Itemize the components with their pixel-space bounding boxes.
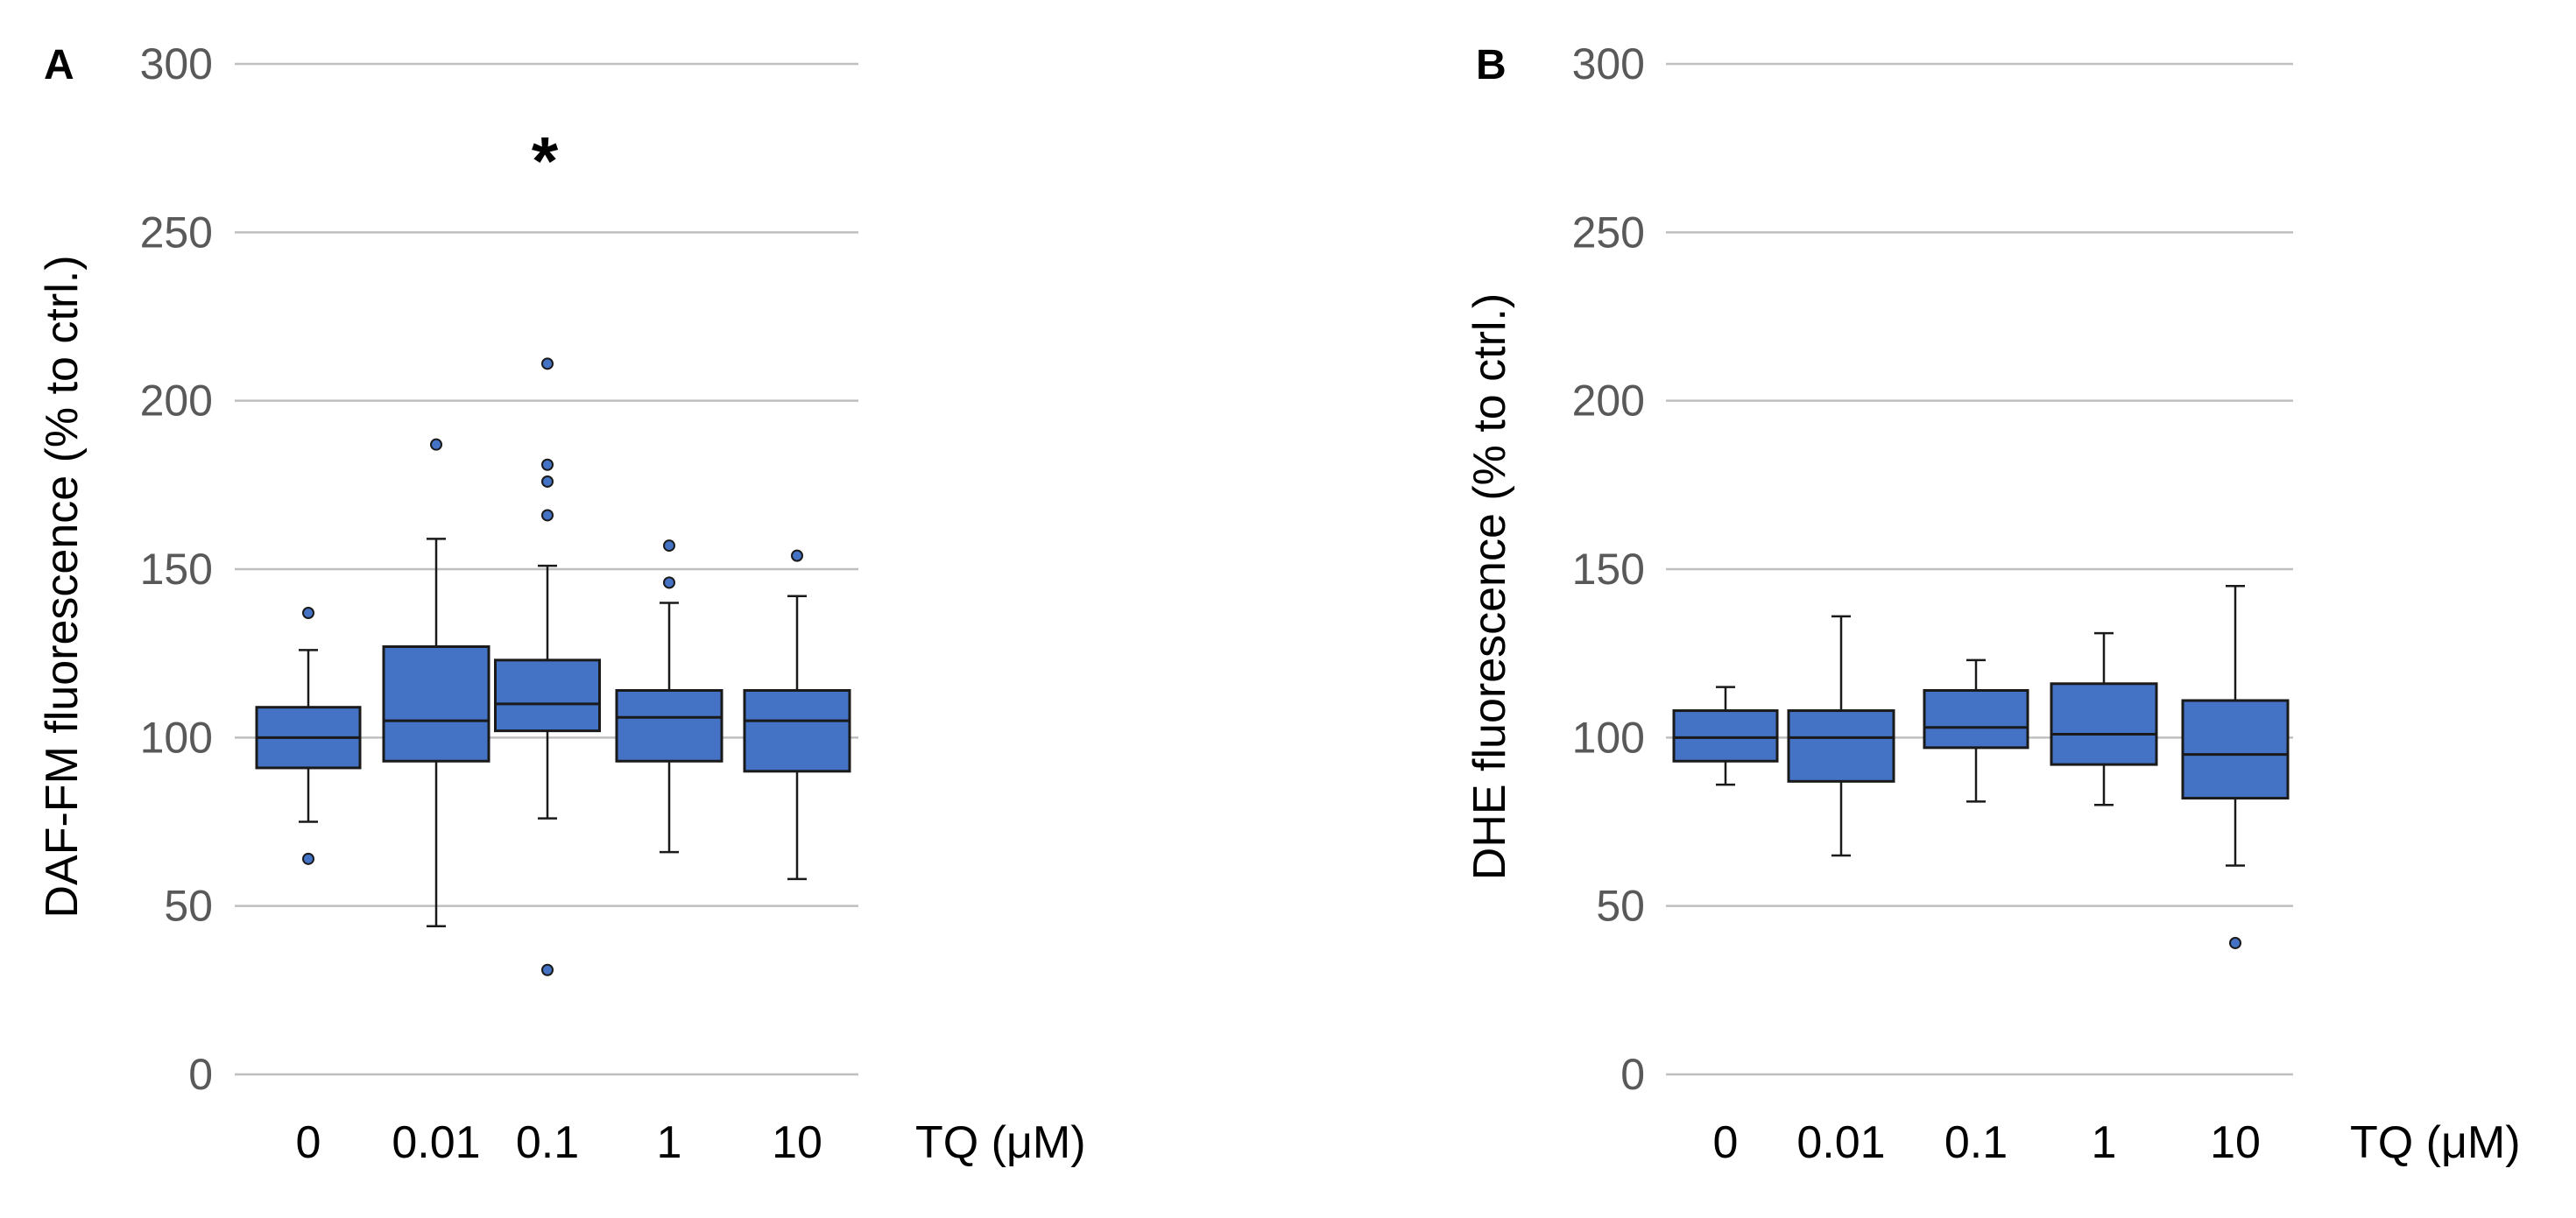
x-tick-label: 10	[2210, 1117, 2261, 1168]
y-tick-label: 300	[140, 39, 213, 88]
outlier-point	[541, 458, 554, 471]
y-tick-label: 50	[164, 882, 213, 931]
outlier-point	[663, 576, 675, 589]
y-tick-label: 100	[140, 713, 213, 762]
box-group	[2181, 584, 2290, 949]
outlier-point	[541, 963, 554, 976]
box-group	[382, 438, 490, 927]
x-tick-label: 0.1	[1944, 1117, 2008, 1168]
x-tick-label: 0.01	[1796, 1117, 1885, 1168]
box-group	[743, 549, 851, 881]
box	[2181, 699, 2290, 800]
box	[615, 688, 723, 763]
outlier-point	[430, 438, 442, 451]
significance-star: *	[532, 123, 559, 200]
box-group	[255, 607, 362, 865]
x-tick-label: 0	[296, 1117, 321, 1168]
y-tick-label: 150	[1572, 545, 1645, 594]
y-tick-label: 0	[188, 1050, 213, 1099]
outlier-point	[302, 852, 314, 865]
x-tick-label: 10	[772, 1117, 822, 1168]
outlier-point	[302, 607, 314, 620]
outlier-point	[541, 357, 554, 370]
x-tick-label: 1	[2092, 1117, 2117, 1168]
x-tick-label: 0	[1713, 1117, 1739, 1168]
box	[1923, 688, 2029, 750]
y-tick-label: 150	[140, 545, 213, 594]
box	[2050, 682, 2158, 766]
box	[382, 644, 490, 763]
box-group	[615, 539, 723, 854]
panel-letter: B	[1476, 42, 1507, 88]
box	[494, 658, 601, 733]
box	[1672, 709, 1779, 763]
outlier-point	[541, 509, 554, 522]
y-tick-label: 200	[140, 377, 213, 426]
x-axis-title: TQ (μM)	[915, 1117, 1086, 1168]
box-group	[1923, 658, 2029, 803]
x-tick-label: 0.1	[516, 1117, 579, 1168]
y-tick-label: 200	[1572, 377, 1645, 426]
outlier-point	[2229, 936, 2241, 949]
box-group	[2050, 631, 2158, 806]
y-axis-title: DHE fluorescence (% to ctrl.)	[1464, 293, 1515, 880]
y-tick-label: 100	[1572, 713, 1645, 762]
y-tick-label: 250	[140, 208, 213, 257]
x-axis-title: TQ (μM)	[2350, 1117, 2521, 1168]
y-tick-label: 0	[1620, 1050, 1645, 1099]
y-axis-title: DAF-FM fluorescence (% to ctrl.)	[37, 255, 88, 918]
outlier-point	[663, 539, 675, 553]
y-tick-label: 250	[1572, 208, 1645, 257]
box-group	[1672, 686, 1779, 786]
box-group	[1787, 615, 1895, 857]
box	[743, 688, 851, 773]
x-tick-label: 1	[657, 1117, 682, 1168]
outlier-point	[791, 549, 803, 562]
outlier-point	[541, 475, 554, 488]
y-tick-label: 50	[1596, 882, 1645, 931]
box	[1787, 709, 1895, 783]
x-tick-label: 0.01	[392, 1117, 480, 1168]
y-tick-label: 300	[1572, 39, 1645, 88]
panel-letter: A	[44, 42, 74, 88]
box-group	[494, 357, 601, 976]
